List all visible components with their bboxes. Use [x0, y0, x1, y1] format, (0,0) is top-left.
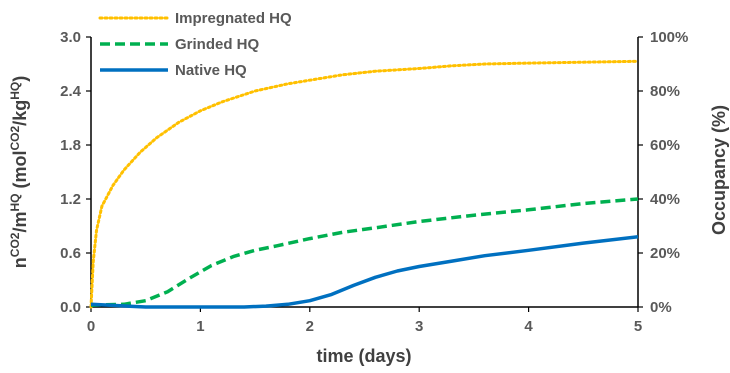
- y2-axis-title: Occupancy (%): [709, 105, 729, 235]
- y-tick-label: 0.6: [60, 245, 81, 262]
- axes: 0.0 0.6 1.2 1.8 2.4 3.0 0% 20% 40% 60% 80% 100% 0 1 2 3…: [60, 29, 688, 335]
- x-tick-label: 0: [87, 318, 95, 335]
- y2-tick-label: 60%: [650, 137, 680, 154]
- legend: Impregnated HQ Grinded HQ Native HQ: [98, 10, 292, 79]
- y-axis-title: nCO2/mHQ (molCO2/kgHQ): [8, 76, 30, 268]
- x-axis-title: time (days): [316, 346, 411, 366]
- y-axis-title-part: HQ: [8, 82, 22, 100]
- series-line-native-hq: [90, 235, 639, 309]
- y-axis-title-part: HQ: [8, 194, 22, 212]
- y2-tick-label: 0%: [650, 299, 672, 316]
- y2-tick-label: 100%: [650, 29, 688, 46]
- y-tick-label: 1.2: [60, 191, 81, 208]
- series-line-impregnated-hq: [89, 59, 640, 309]
- series-line-grinded-hq: [90, 197, 639, 307]
- x-tick-label: 1: [196, 318, 204, 335]
- x-tick-label: 5: [634, 318, 642, 335]
- x-tick-label: 4: [524, 318, 533, 335]
- y-axis-title-part: (mol: [10, 151, 30, 194]
- x-tick-label: 2: [306, 318, 314, 335]
- y-axis-title-part: /kg: [10, 100, 30, 126]
- legend-label: Impregnated HQ: [175, 10, 292, 27]
- y-tick-label: 3.0: [60, 29, 81, 46]
- y-axis-title-part: CO2: [8, 126, 22, 151]
- legend-label: Native HQ: [175, 62, 247, 79]
- legend-label: Grinded HQ: [175, 36, 260, 53]
- y-axis-title-part: n: [10, 257, 30, 268]
- y2-tick-label: 40%: [650, 191, 680, 208]
- y-tick-label: 1.8: [60, 137, 81, 154]
- y-tick-label: 0.0: [60, 299, 81, 316]
- y-axis-title-part: CO2: [8, 232, 22, 257]
- y2-tick-label: 80%: [650, 83, 680, 100]
- x-tick-label: 3: [415, 318, 423, 335]
- y-axis-title-part: ): [10, 76, 30, 82]
- y-tick-label: 2.4: [60, 83, 82, 100]
- series-layer: [89, 59, 640, 309]
- y2-tick-label: 20%: [650, 245, 680, 262]
- y-axis-title-part: /m: [10, 212, 30, 233]
